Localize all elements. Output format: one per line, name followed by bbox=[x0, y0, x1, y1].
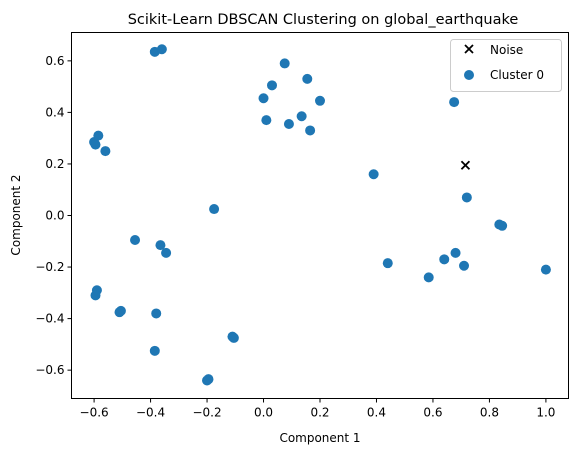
cluster-0-point bbox=[315, 95, 325, 106]
cluster-0-point bbox=[302, 73, 313, 84]
y-tick-label: 0.0 bbox=[45, 209, 64, 223]
x-tick-label: 0.0 bbox=[254, 406, 273, 420]
cluster-0-point bbox=[296, 111, 307, 122]
x-tick-label: 0.2 bbox=[310, 406, 329, 420]
cluster-0-point bbox=[305, 125, 316, 136]
x-tick-label: 0.6 bbox=[423, 406, 442, 420]
y-tick-label: −0.4 bbox=[35, 312, 64, 326]
cluster-0-point bbox=[439, 254, 450, 265]
chart-title: Scikit-Learn DBSCAN Clustering on global… bbox=[128, 12, 519, 28]
cluster-0-point bbox=[209, 204, 220, 215]
x-tick-label: −0.4 bbox=[136, 406, 165, 420]
cluster-0-point bbox=[540, 264, 551, 275]
cluster-0-point bbox=[115, 305, 126, 316]
cluster-0-point bbox=[283, 119, 294, 129]
cluster-0-point bbox=[161, 247, 172, 258]
y-tick-label: −0.6 bbox=[35, 363, 64, 377]
y-tick-label: 0.6 bbox=[45, 54, 64, 68]
cluster-0-point bbox=[368, 169, 379, 180]
cluster-0-point bbox=[203, 374, 214, 385]
cluster-0-point bbox=[93, 130, 104, 141]
cluster-0-point bbox=[90, 139, 101, 150]
y-axis-label: Component 2 bbox=[9, 174, 23, 255]
cluster-0-point bbox=[497, 220, 508, 231]
cluster-0-point bbox=[461, 192, 472, 203]
cluster-0-point bbox=[279, 58, 290, 69]
legend-marker-cluster-0 bbox=[464, 70, 474, 80]
y-tick-label: −0.2 bbox=[35, 260, 64, 274]
legend-marker-noise bbox=[464, 44, 474, 54]
cluster-0-point bbox=[258, 93, 269, 104]
cluster-0-point bbox=[449, 97, 460, 108]
x-tick-label: 0.8 bbox=[480, 406, 499, 420]
y-axis: −0.6 −0.4 −0.2 0.0 0.2 0.4 0.6 bbox=[35, 54, 72, 377]
x-tick-label: 1.0 bbox=[536, 406, 555, 420]
cluster-0-point bbox=[149, 345, 160, 356]
cluster-0-point bbox=[261, 115, 272, 126]
x-tick-label: −0.6 bbox=[80, 406, 109, 420]
y-tick-label: 0.2 bbox=[45, 157, 64, 171]
cluster-0-point bbox=[266, 80, 277, 91]
y-tick-label: 0.4 bbox=[45, 105, 64, 119]
legend: Noise Cluster 0 bbox=[450, 39, 562, 92]
legend-label-cluster-0: Cluster 0 bbox=[490, 68, 544, 82]
cluster-0-point bbox=[382, 258, 393, 269]
cluster-0-point bbox=[423, 272, 434, 283]
cluster-0-point bbox=[100, 146, 111, 157]
x-axis-label: Component 1 bbox=[279, 431, 360, 445]
cluster-0-point bbox=[450, 247, 461, 258]
legend-box bbox=[450, 39, 562, 92]
points-layer bbox=[89, 44, 551, 386]
cluster-0-point bbox=[459, 260, 470, 271]
cluster-0-point bbox=[155, 240, 166, 251]
cluster-0-point bbox=[156, 44, 167, 55]
cluster-0-point bbox=[228, 332, 239, 343]
noise-point bbox=[460, 160, 471, 170]
x-tick-label: −0.2 bbox=[192, 406, 221, 420]
x-axis: −0.6 −0.4 −0.2 0.0 0.2 0.4 0.6 0.8 1.0 bbox=[80, 398, 555, 420]
legend-label-noise: Noise bbox=[490, 43, 523, 57]
cluster-0-point bbox=[151, 308, 162, 319]
cluster-0-point bbox=[91, 285, 102, 296]
cluster-0-point bbox=[130, 234, 141, 245]
x-tick-label: 0.4 bbox=[367, 406, 386, 420]
